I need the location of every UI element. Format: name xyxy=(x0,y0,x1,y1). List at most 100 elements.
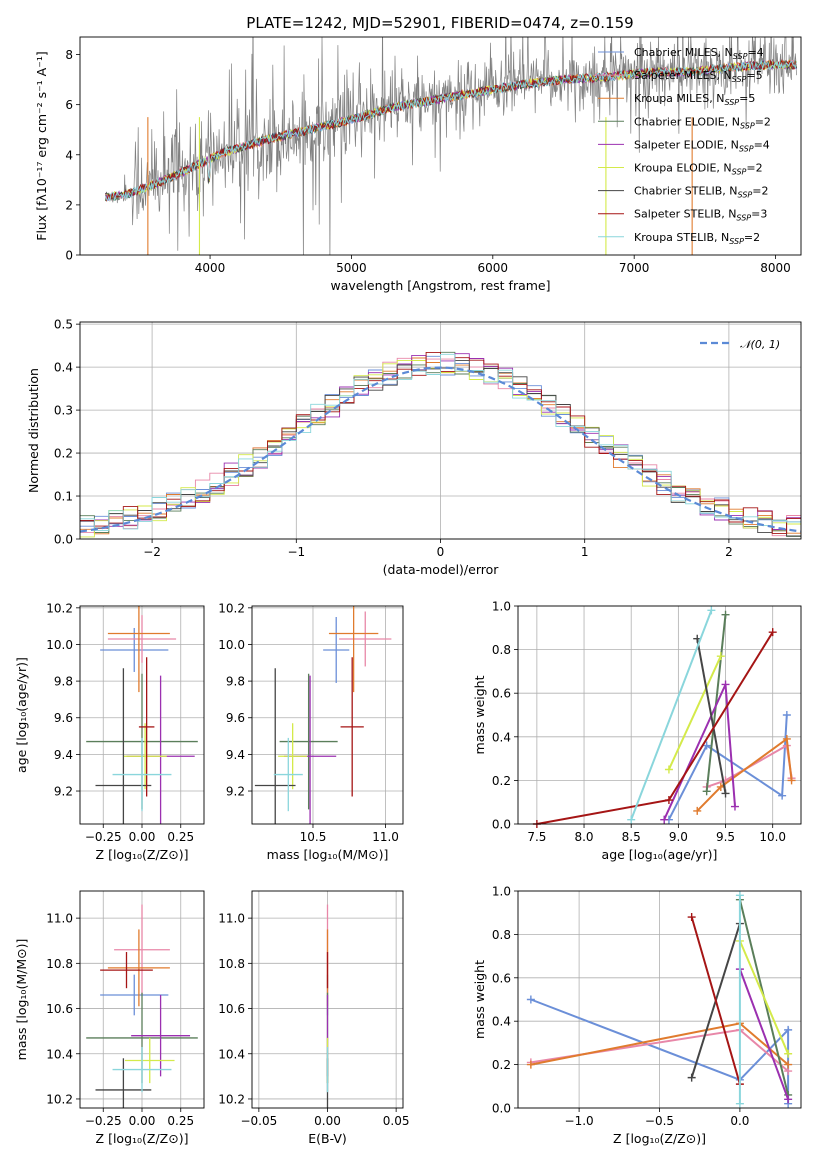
x-tick-label: 0.00 xyxy=(314,1114,341,1128)
weight-marker xyxy=(784,1049,793,1058)
y-tick-label: 10.6 xyxy=(46,1002,73,1016)
y-tick-label: 9.4 xyxy=(226,748,245,762)
x-tick-label: 0.00 xyxy=(129,830,156,844)
y-axis-label: mass weight xyxy=(472,960,487,1039)
errorbar-point xyxy=(107,606,170,693)
y-tick-label: 10.2 xyxy=(218,1092,245,1106)
weight-marker xyxy=(716,652,725,661)
x-tick-label: 7.5 xyxy=(527,830,546,844)
y-axis-label: Flux [fλ10⁻¹⁷ erg cm⁻² s⁻¹ A⁻¹] xyxy=(34,51,49,240)
weight-line xyxy=(738,968,790,1100)
errorbar-point xyxy=(278,723,308,790)
residual-histogram xyxy=(80,353,801,531)
y-tick-label: 0.8 xyxy=(492,928,511,942)
legend-count: =4 xyxy=(754,138,770,151)
y-tick-label: 10.2 xyxy=(218,601,245,615)
axes-spectrum: 4000 5000 6000 7000 8000 0 2 4 6 8 wavelength [Ang… xyxy=(34,37,797,293)
y-tick-label: 0.0 xyxy=(492,818,511,832)
x-tick-label: 0.25 xyxy=(167,1114,194,1128)
legend-entry-3: Chabrier ELODIE, NSSP=2 xyxy=(634,115,771,130)
y-tick-label: 0.4 xyxy=(492,730,511,744)
y-tick-label: 1.0 xyxy=(492,885,511,899)
legend-entry-0: Chabrier MILES, NSSP=4 xyxy=(634,46,764,61)
weight-marker xyxy=(784,1060,793,1069)
weight-marker xyxy=(702,787,711,796)
weight-line xyxy=(738,940,790,1055)
y-tick-label: 10.0 xyxy=(218,638,245,652)
gaussian-curve xyxy=(80,366,801,533)
errorbar-point xyxy=(107,615,177,663)
axes-age-vs-mass: 10.5 11.0 9.2 9.4 9.6 9.8 10.0 10.2 mass [log₁₀(… xyxy=(218,601,403,862)
weight-marker xyxy=(702,741,711,750)
y-tick-label: 11.0 xyxy=(218,912,245,926)
x-tick-label: −1 xyxy=(287,545,305,559)
weight-marker xyxy=(784,1095,793,1104)
legend-label: Salpeter STELIB, N xyxy=(634,208,736,221)
axes-frame-mass-vs-ebv xyxy=(251,890,404,1109)
x-tick-label: −0.25 xyxy=(85,1114,122,1128)
y-tick-label: 10.2 xyxy=(46,1092,73,1106)
x-tick-label: 0.05 xyxy=(383,1114,410,1128)
y-tick-label: 0.4 xyxy=(54,361,73,375)
errorbar-point xyxy=(138,657,155,797)
legend-subscript: SSP xyxy=(733,52,748,61)
y-axis-label: mass weight xyxy=(472,675,487,754)
weight-marker xyxy=(687,913,696,922)
x-axis-label: wavelength [Angstrom, rest frame] xyxy=(330,278,550,293)
x-tick-label: 9.0 xyxy=(669,830,688,844)
axes-frame-age-vs-mass xyxy=(251,605,404,825)
axes-frame-mass-vs-Z xyxy=(79,890,205,1109)
legend-entry-1: Salpeter MILES, NSSP=5 xyxy=(634,69,763,84)
weight-line xyxy=(630,610,713,820)
y-tick-label: 1.0 xyxy=(492,600,511,614)
y-tick-label: 8 xyxy=(65,48,73,62)
weight-marker xyxy=(707,606,716,615)
y-tick-label: 9.6 xyxy=(54,711,73,725)
x-axis-label: Z [log₁₀(Z/Z⊙)] xyxy=(96,1131,189,1146)
y-axis-label: mass [log₁₀(M/M⊙)] xyxy=(14,939,29,1061)
y-tick-label: 6 xyxy=(65,98,73,112)
weight-line xyxy=(696,737,793,812)
legend-label: Chabrier STELIB, N xyxy=(634,185,738,198)
weight-marker xyxy=(526,995,535,1004)
weight-marker xyxy=(735,1099,744,1108)
spectrum-model-line xyxy=(104,59,797,202)
legend-entry-6: Chabrier STELIB, NSSP=2 xyxy=(634,185,768,200)
y-axis-label: Normed distribution xyxy=(26,368,41,493)
x-tick-label: 0 xyxy=(437,545,445,559)
weight-line xyxy=(667,655,722,770)
legend-entry-5: Kroupa ELODIE, NSSP=2 xyxy=(634,162,763,177)
legend-label: Kroupa STELIB, N xyxy=(634,231,729,244)
x-tick-label: −0.25 xyxy=(85,830,122,844)
y-tick-label: 0.6 xyxy=(492,687,511,701)
axes-frame-weight-vs-Z xyxy=(517,890,802,1109)
x-tick-label: 7000 xyxy=(619,261,650,275)
x-tick-label: 8.0 xyxy=(574,830,593,844)
y-tick-label: 0.8 xyxy=(492,643,511,657)
errorbar-point xyxy=(340,657,364,797)
y-tick-label: 10.0 xyxy=(46,638,73,652)
legend-entry-2: Kroupa MILES, NSSP=5 xyxy=(634,92,755,107)
errorbar-point xyxy=(100,627,169,672)
legend-count: =2 xyxy=(752,185,768,198)
legend-label: Kroupa ELODIE, N xyxy=(634,162,732,175)
weight-marker xyxy=(687,1073,696,1082)
y-tick-label: 2 xyxy=(65,198,73,212)
y-tick-label: 9.2 xyxy=(54,785,73,799)
y-tick-label: 4 xyxy=(65,148,73,162)
weight-marker xyxy=(782,711,791,719)
errorbar-point xyxy=(112,737,172,812)
weight-marker xyxy=(768,628,777,637)
x-tick-label: 10.5 xyxy=(300,830,327,844)
legend-count: =2 xyxy=(746,162,762,175)
y-tick-label: 10.8 xyxy=(218,957,245,971)
x-tick-label: 5000 xyxy=(336,261,367,275)
y-tick-label: 0.2 xyxy=(492,1058,511,1072)
axes-residuals: −2 −1 0 1 2 0.0 0.1 0.2 0.3 0.4 0.5 (data-model)/er… xyxy=(26,318,801,577)
spectrum-legend: Chabrier MILES, NSSP=4 Salpeter MILES, NS… xyxy=(598,46,771,246)
weight-marker xyxy=(735,891,744,900)
legend-count: =2 xyxy=(755,115,771,128)
y-tick-label: 0.0 xyxy=(54,533,73,547)
weight-marker xyxy=(730,802,739,811)
legend-label: Chabrier ELODIE, N xyxy=(634,115,740,128)
